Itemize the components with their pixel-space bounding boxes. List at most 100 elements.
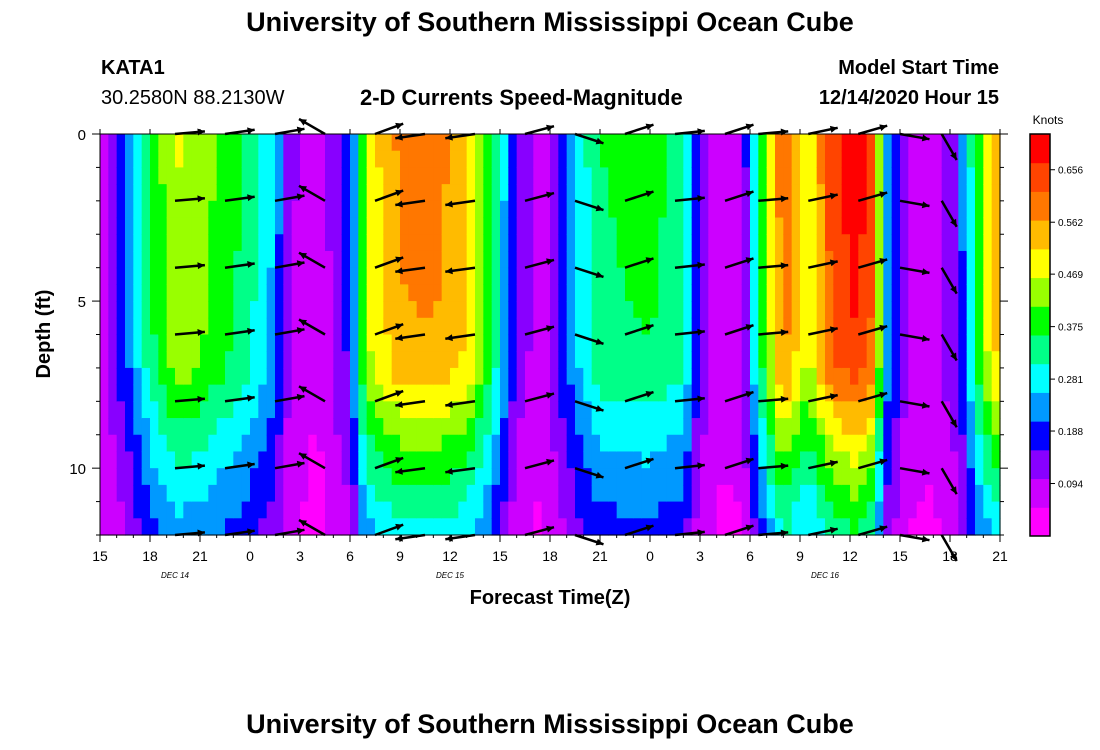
heat-cell [775, 284, 784, 302]
heat-cell [291, 150, 301, 169]
heat-cell [425, 134, 434, 152]
heat-cell [483, 200, 493, 219]
heat-cell [483, 468, 493, 486]
heat-cell [916, 200, 926, 219]
heat-cell [300, 250, 309, 269]
heat-cell [625, 351, 634, 369]
current-arrow [574, 266, 604, 279]
arrow-head [395, 122, 404, 130]
heat-cell [383, 451, 393, 469]
heat-cell [166, 384, 176, 402]
heat-cell [333, 317, 343, 336]
heat-cell [700, 284, 709, 302]
heat-cell [333, 301, 343, 319]
heat-cell [200, 401, 209, 419]
heat-cell [883, 418, 893, 436]
heat-cell [550, 334, 559, 352]
heat-cell [233, 351, 243, 369]
heat-cell [550, 317, 559, 336]
heat-cell [516, 267, 526, 285]
heat-cell [925, 150, 934, 169]
heat-cell [225, 401, 234, 419]
heat-cell [866, 167, 876, 185]
heat-cell [533, 367, 543, 386]
heat-cell [166, 284, 176, 302]
heat-cell [675, 518, 684, 536]
heat-cell [733, 184, 743, 202]
heat-cell [741, 267, 751, 285]
heat-cell [100, 284, 109, 302]
heat-cell [183, 518, 193, 536]
heat-cell [725, 367, 734, 386]
heat-cell [766, 518, 776, 536]
heat-cell [708, 284, 718, 302]
colorbar-tick-label: 0.562 [1058, 218, 1083, 229]
heat-cell [783, 518, 793, 536]
colorbar-segment [1030, 421, 1050, 451]
heat-cell [241, 134, 251, 152]
heat-cell [725, 167, 734, 185]
heat-cell [266, 484, 276, 503]
arrow-head [546, 124, 554, 132]
heat-cell [108, 334, 118, 352]
arrow-head [745, 391, 754, 398]
heat-cell [133, 184, 143, 202]
heat-cell [483, 518, 493, 536]
heat-cell [433, 367, 443, 386]
heat-cell [625, 384, 634, 402]
heat-cell [666, 150, 676, 169]
heat-cell [508, 418, 518, 436]
heat-cell [816, 484, 826, 503]
heat-cell [541, 501, 551, 519]
arrow-head [395, 334, 403, 342]
heat-cell [466, 267, 476, 285]
arrow-head [829, 460, 838, 467]
heat-cell [266, 418, 276, 436]
heat-cell [641, 401, 651, 419]
heat-cell [966, 167, 976, 185]
heat-cell [616, 351, 626, 369]
heat-cell [683, 217, 693, 235]
heat-cell [175, 451, 184, 469]
heat-cell [466, 234, 476, 252]
heat-cell [250, 384, 259, 402]
heat-cell [908, 301, 918, 319]
heat-cell [941, 451, 951, 469]
heat-cell [258, 167, 268, 185]
heat-cell [725, 334, 734, 352]
current-arrow [808, 526, 838, 537]
arrow-head [879, 525, 888, 533]
heat-cell [566, 184, 576, 202]
heat-cell [833, 351, 843, 369]
heat-cell [200, 267, 209, 285]
heat-cell [108, 317, 118, 336]
colorbar-segment [1030, 335, 1050, 365]
heat-cell [225, 418, 234, 436]
heat-cell [391, 217, 401, 235]
heat-cell [200, 167, 209, 185]
heat-cell [375, 150, 384, 169]
heat-cell [941, 501, 951, 519]
heat-cell [233, 301, 243, 319]
arrow-head [395, 267, 403, 275]
heat-cell [266, 184, 276, 202]
heat-cell [291, 301, 301, 319]
current-arrow [674, 195, 705, 203]
heat-cell [291, 501, 301, 519]
heat-cell [741, 200, 751, 219]
heat-cell [850, 267, 859, 285]
heat-cell [758, 384, 768, 402]
heat-cell [516, 518, 526, 536]
heat-cell [708, 451, 718, 469]
heat-cell [908, 267, 918, 285]
heat-cell [583, 167, 593, 185]
heat-cell [433, 301, 443, 319]
heat-cell [275, 250, 284, 269]
heat-cell [466, 384, 476, 402]
heat-cell [875, 451, 884, 469]
heat-cell [541, 351, 551, 369]
heat-cell [700, 401, 709, 419]
heat-cell [416, 200, 426, 219]
heat-cell [691, 134, 701, 152]
heat-cell [616, 284, 626, 302]
